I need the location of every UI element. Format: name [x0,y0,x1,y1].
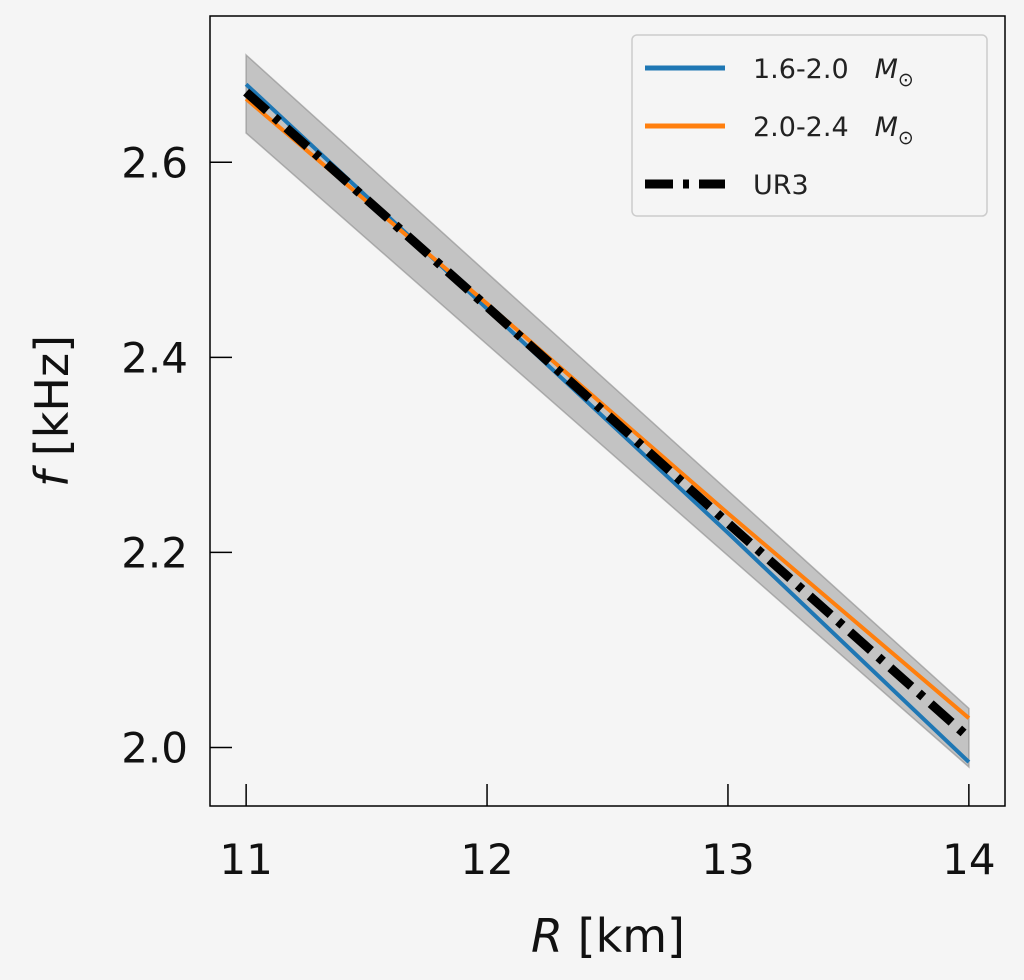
x-axis-label-symbol: R [531,909,563,963]
x-axis-label: R [km] [531,909,685,963]
y-tick-label-3: 2.4 [121,333,188,382]
y-tick-label-1: 2.0 [121,723,188,772]
legend-box [631,34,988,217]
legend-name-series-1: 1.6-2.0 [753,54,849,85]
y-axis-label-unit: [kHz] [25,335,79,456]
y-axis-label: f [kHz] [25,335,79,487]
x-tick-label-3: 13 [701,835,754,884]
x-tick-label-2: 12 [460,835,513,884]
plot-frame [209,15,1006,807]
legend-unit-series-2: M [875,112,898,143]
legend-label-series-1: 1.6-2.0 M⊙ [753,54,914,91]
x-tick-label-4: 14 [942,835,995,884]
x-axis-label-unit: [km] [578,909,685,963]
legend-unit-series-1: M [875,54,898,85]
y-tick-label-2: 2.2 [121,528,188,577]
y-tick-label-4: 2.6 [121,138,188,187]
legend-name-series-2: 2.0-2.4 [753,112,849,143]
legend-unit-sub-series-1: ⊙ [898,69,914,91]
legend-unit-sub-series-2: ⊙ [898,127,914,149]
legend-label-series-3: UR3 [753,170,809,201]
x-tick-label-1: 11 [219,835,272,884]
legend-label-series-2: 2.0-2.4 M⊙ [753,112,914,149]
legend: 1.6-2.0 M⊙ 2.0-2.4 M⊙ UR3 [631,34,988,217]
y-axis-label-symbol: f [25,465,79,487]
